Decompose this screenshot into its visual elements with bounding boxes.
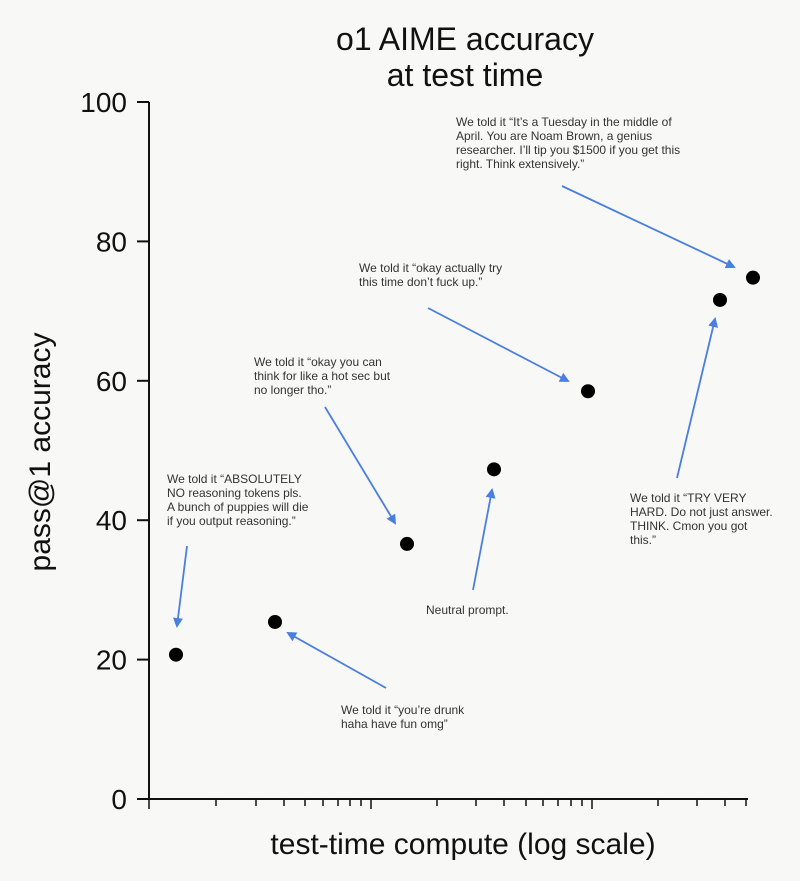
annotation-line: no longer tho.” bbox=[254, 383, 331, 397]
y-tick-label: 80 bbox=[96, 226, 127, 257]
annotation-text: We told it “okay you can think for like a… bbox=[254, 355, 391, 397]
data-point bbox=[400, 536, 414, 551]
annotation-text: We told it “okay actually try this time d… bbox=[359, 261, 502, 289]
annotation-line: We told it “okay you can bbox=[254, 355, 382, 369]
data-point bbox=[713, 292, 727, 307]
annotation-arrow bbox=[173, 545, 188, 628]
annotation-line: We told it “okay actually try bbox=[359, 261, 502, 275]
data-point bbox=[487, 462, 501, 477]
annotation-line: NO reasoning tokens pls. bbox=[167, 486, 302, 500]
annotation-line: this.” bbox=[630, 533, 656, 547]
annotation-line: this time don’t fuck up.” bbox=[359, 275, 482, 289]
annotation-line: April. You are Noam Brown, a genius bbox=[456, 129, 652, 143]
annotation-arrow bbox=[676, 317, 719, 479]
annotation-line: We told it “ABSOLUTELY bbox=[167, 472, 302, 486]
y-tick-label: 60 bbox=[96, 366, 127, 397]
chart-title-line-1: o1 AIME accuracy bbox=[336, 21, 594, 57]
x-axis-label: test-time compute (log scale) bbox=[270, 828, 655, 861]
annotation-line: We told it “you’re drunk bbox=[341, 703, 465, 717]
annotation-text: We told it “TRY VERY HARD. Do not just an… bbox=[630, 491, 773, 547]
annotation-arrow bbox=[472, 488, 496, 591]
annotation-line: Neutral prompt. bbox=[426, 603, 509, 617]
annotation-line: if you output reasoning.” bbox=[167, 514, 296, 528]
annotation-text: Neutral prompt. bbox=[426, 603, 509, 617]
annotation-arrow bbox=[324, 406, 397, 525]
annotation-line: THINK. Cmon you got bbox=[630, 519, 748, 533]
y-tick-label: 0 bbox=[111, 784, 127, 815]
data-point bbox=[581, 384, 595, 399]
annotation-arrow bbox=[286, 632, 387, 689]
annotation-line: We told it “TRY VERY bbox=[630, 491, 747, 505]
annotation-line: researcher. I’ll tip you $1500 if you ge… bbox=[456, 143, 680, 157]
data-point bbox=[746, 270, 760, 285]
chart-title-line-2: at test time bbox=[387, 57, 544, 93]
annotation-text: We told it “ABSOLUTELY NO reasoning token… bbox=[167, 472, 309, 528]
annotation-line: think for like a hot sec but bbox=[254, 369, 391, 383]
data-point bbox=[169, 647, 183, 662]
annotation-line: right. Think extensively.” bbox=[456, 157, 584, 171]
annotation-line: A bunch of puppies will die bbox=[167, 500, 309, 514]
annotation-line: We told it “It’s a Tuesday in the middle… bbox=[456, 115, 672, 129]
y-tick-label: 20 bbox=[96, 645, 127, 676]
annotation-text: We told it “It’s a Tuesday in the middle… bbox=[456, 115, 680, 171]
y-axis-label: pass@1 accuracy bbox=[24, 333, 57, 572]
y-tick-label: 40 bbox=[96, 505, 127, 536]
y-tick-label: 100 bbox=[80, 87, 127, 118]
annotation-arrow bbox=[561, 185, 736, 269]
data-point bbox=[268, 614, 282, 629]
annotation-line: haha have fun omg” bbox=[341, 717, 448, 731]
annotation-line: HARD. Do not just answer. bbox=[630, 505, 773, 519]
annotation-text: We told it “you’re drunk haha have fun om… bbox=[341, 703, 465, 731]
annotation-arrow bbox=[427, 307, 570, 382]
